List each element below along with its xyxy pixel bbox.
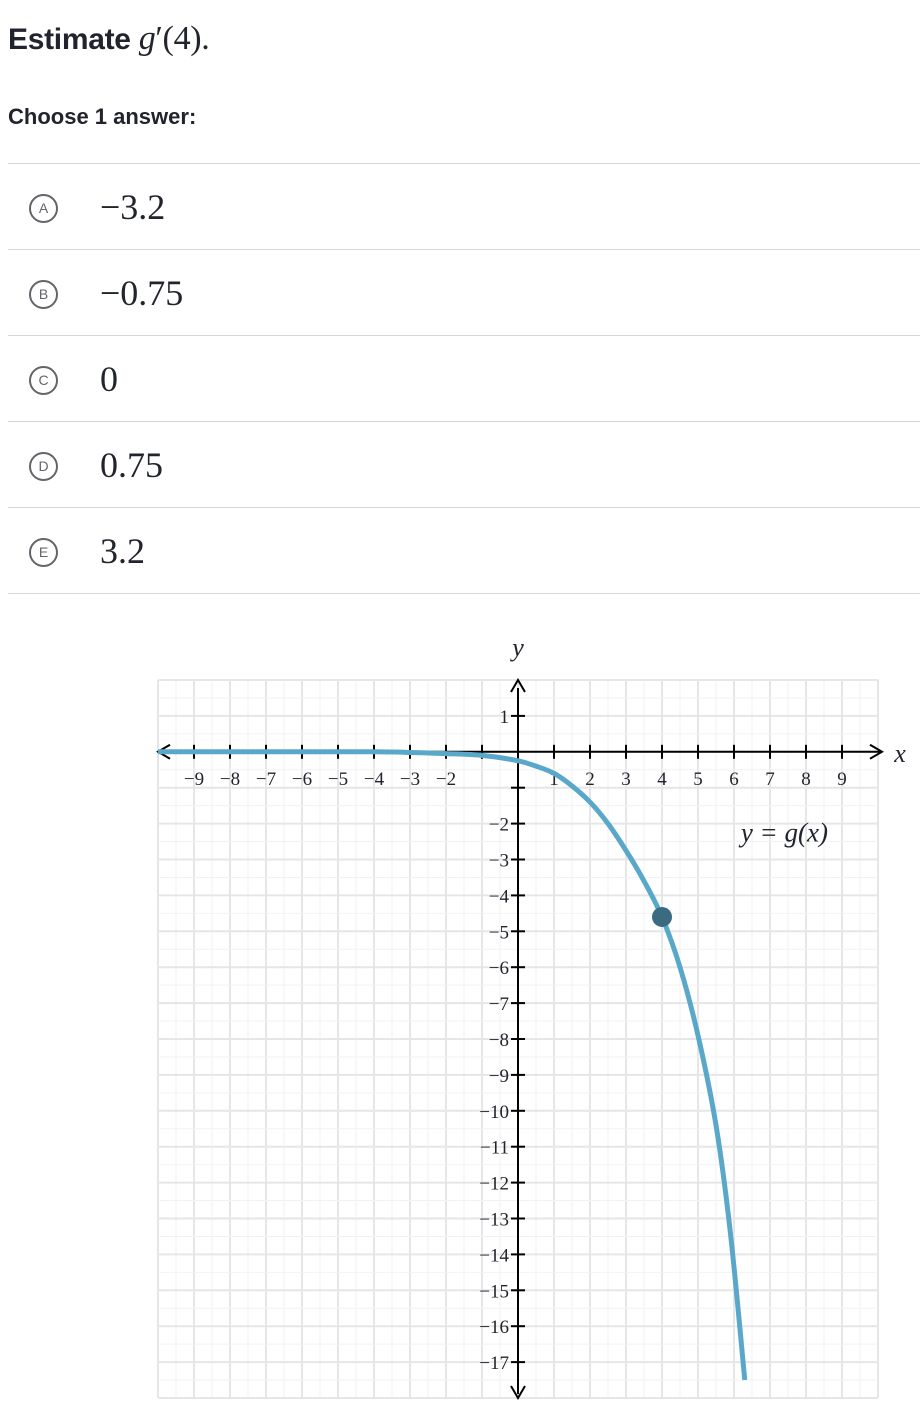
- x-tick-label: 3: [621, 769, 631, 790]
- y-axis-label: y: [509, 633, 524, 662]
- y-tick-label: −13: [479, 1210, 509, 1231]
- choice-c-letter: C: [29, 366, 58, 395]
- x-tick-label: −2: [436, 769, 456, 790]
- choice-b-text: −0.75: [100, 273, 184, 313]
- answer-choices: A −3.2 B −0.75 C 0 D 0.75 E 3.2: [8, 163, 920, 594]
- y-tick-label: −14: [479, 1245, 509, 1266]
- choice-a-letter: A: [29, 194, 58, 223]
- question-prefix: Estimate: [8, 23, 139, 56]
- x-tick-label: 2: [585, 769, 595, 790]
- y-axis-arrow-down: [510, 1385, 526, 1400]
- y-axis-arrow-up: [510, 678, 526, 693]
- x-tick-label: −7: [256, 769, 276, 790]
- y-tick-label: −10: [479, 1102, 509, 1123]
- y-tick-label: −17: [479, 1353, 509, 1374]
- y-tick-label: −12: [479, 1174, 509, 1195]
- x-tick-label: −9: [184, 769, 204, 790]
- y-tick-label: −15: [479, 1281, 509, 1302]
- question-math: g′(4).: [139, 20, 210, 57]
- y-tick-label: −8: [489, 1030, 509, 1051]
- choice-a[interactable]: A −3.2: [8, 164, 920, 250]
- y-tick-label: −7: [489, 994, 509, 1015]
- function-argument: (4): [162, 20, 202, 57]
- function-curve: [157, 749, 748, 1381]
- y-tick-label: −4: [489, 886, 510, 907]
- x-tick-label: 5: [693, 769, 703, 790]
- x-tick-label: −3: [400, 769, 420, 790]
- highlighted-point: [652, 906, 672, 927]
- question-suffix: .: [201, 20, 210, 57]
- choice-e[interactable]: E 3.2: [8, 508, 920, 594]
- x-tick-label: −8: [220, 769, 240, 790]
- y-tick-label: −3: [489, 851, 509, 872]
- choice-b[interactable]: B −0.75: [8, 250, 920, 336]
- choice-d[interactable]: D 0.75: [8, 422, 920, 508]
- y-tick-label: 1: [500, 707, 510, 728]
- x-tick-label: 7: [765, 769, 775, 790]
- x-tick-label: 6: [729, 769, 739, 790]
- y-tick-label: −11: [480, 1138, 509, 1159]
- y-tick-label: −5: [489, 922, 509, 943]
- choose-label: Choose 1 answer:: [8, 104, 197, 129]
- x-axis-label: x: [893, 739, 906, 768]
- x-tick-label: 8: [801, 769, 811, 790]
- function-graph: −9 −8 −7 −6 −5 −4 −3 −2 1 2 3 4 5 6 7 8 9 1 −2 −3 −4 −5 −6 −7 −8…: [156, 633, 906, 1400]
- question-title: Estimate g′(4).: [8, 20, 210, 58]
- choice-e-text: 3.2: [100, 531, 145, 571]
- x-tick-label: −5: [328, 769, 348, 790]
- x-tick-label: −6: [292, 769, 312, 790]
- choice-d-text: 0.75: [100, 445, 163, 485]
- x-tick-label: 1: [549, 769, 559, 790]
- x-tick-label: 4: [657, 769, 667, 790]
- choice-a-text: −3.2: [100, 187, 166, 227]
- x-tick-label: 9: [837, 769, 847, 790]
- function-name: g: [138, 20, 156, 57]
- y-tick-label: −16: [479, 1317, 509, 1338]
- prime-mark: ′: [155, 20, 163, 57]
- equation-label: y = g(x): [738, 818, 828, 848]
- choice-b-letter: B: [29, 280, 58, 309]
- x-axis-arrow-right: [869, 743, 884, 760]
- x-tick-label: −4: [364, 769, 385, 790]
- choice-d-letter: D: [29, 452, 58, 481]
- choice-c[interactable]: C 0: [8, 336, 920, 422]
- y-tick-label: −9: [489, 1066, 509, 1087]
- choice-e-letter: E: [29, 538, 58, 567]
- choice-c-text: 0: [100, 359, 118, 399]
- y-tick-label: −2: [489, 815, 509, 836]
- y-tick-label: −6: [489, 958, 509, 979]
